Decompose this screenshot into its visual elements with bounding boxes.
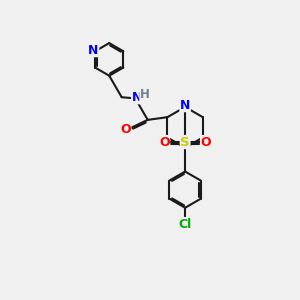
Text: S: S bbox=[180, 136, 190, 148]
Text: Cl: Cl bbox=[178, 218, 192, 231]
Text: O: O bbox=[120, 123, 131, 136]
Text: H: H bbox=[140, 88, 150, 101]
Text: N: N bbox=[132, 91, 142, 104]
Text: O: O bbox=[201, 136, 211, 148]
Text: O: O bbox=[159, 136, 169, 148]
Text: N: N bbox=[180, 99, 190, 112]
Text: N: N bbox=[88, 44, 99, 57]
